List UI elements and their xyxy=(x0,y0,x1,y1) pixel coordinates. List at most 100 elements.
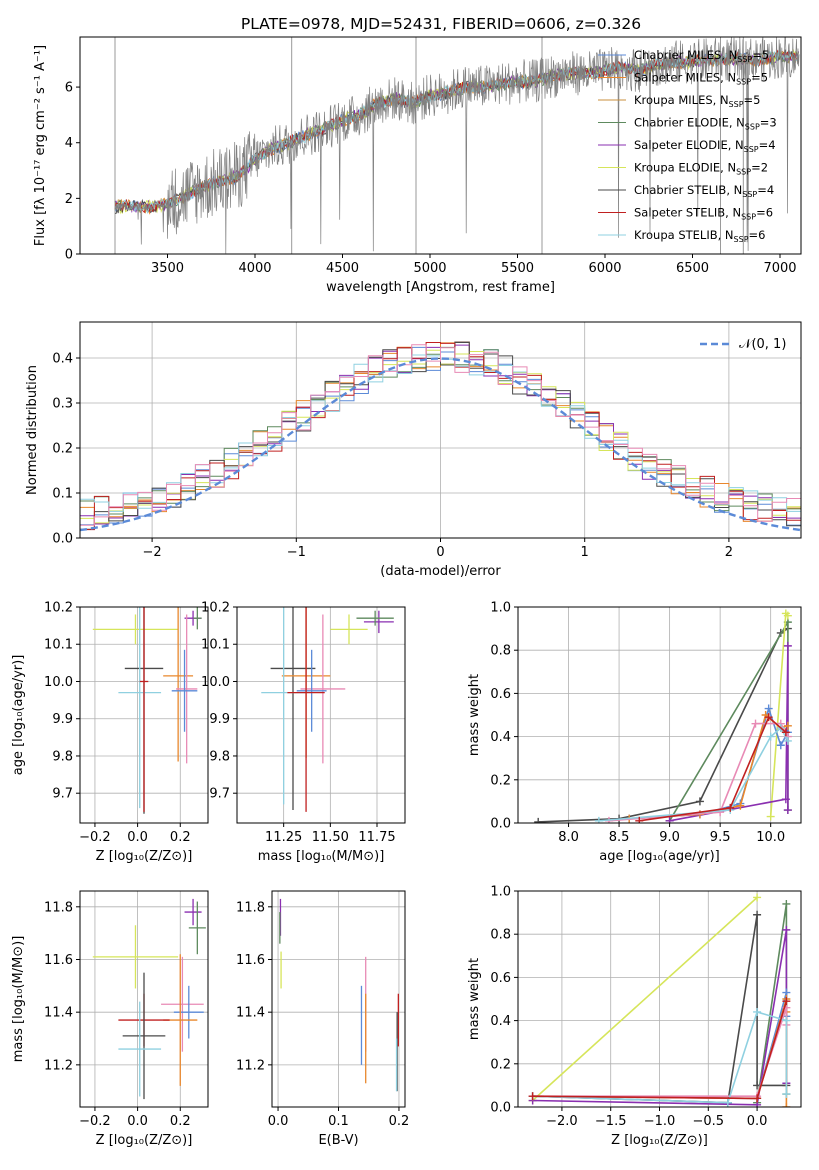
mass-weight-line xyxy=(538,627,789,823)
mass-weight-marker xyxy=(766,732,775,741)
y-tick-label: 11.4 xyxy=(44,1006,73,1021)
x-tick-label: 5000 xyxy=(413,261,446,276)
x-tick-label: 8.5 xyxy=(609,830,630,845)
x-tick-label: 7000 xyxy=(763,261,796,276)
y-tick-label: 0.4 xyxy=(490,1014,511,1029)
y-tick-label: 0.0 xyxy=(490,817,511,832)
mass-weight-marker xyxy=(528,1092,537,1101)
x-tick-label: −2 xyxy=(143,545,162,560)
y-tick-label: 0.6 xyxy=(490,971,511,986)
y-axis-label: mass [log₁₀(M/M⊙)] xyxy=(11,936,26,1063)
y-tick-label: 9.9 xyxy=(52,712,73,727)
legend-entry: Salpeter STELIB, NSSP=6 xyxy=(634,206,773,222)
y-tick-label: 0.1 xyxy=(52,487,73,502)
x-axis-label: mass [log₁₀(M/M⊙)] xyxy=(258,849,385,864)
mass-weight-marker xyxy=(783,721,792,730)
figure-title: PLATE=0978, MJD=52431, FIBERID=0606, z=0… xyxy=(241,15,641,33)
massweight-vs-age-axes: 8.0 8.5 9.0 9.5 10.0 0.0 0.2 0.4 0.6 0.8 1.0 age [l… xyxy=(467,601,802,864)
y-axis-label: Flux [fλ 10⁻¹⁷ erg cm⁻² s⁻¹ A⁻¹] xyxy=(33,45,48,246)
x-axis-label: Z [log₁₀(Z/Z⊙)] xyxy=(96,849,193,864)
age-vs-Z-axes: −0.2 0.0 0.2 9.7 9.8 9.9 10.0 10.1 10.2 Z [log₁₀(… xyxy=(11,601,209,864)
mass-vs-EBV-frame xyxy=(271,890,406,1108)
mass-vs-EBV-grid xyxy=(272,891,405,1107)
mass-weight-marker xyxy=(782,1103,791,1107)
mass-weight-marker xyxy=(783,641,792,650)
y-tick-label: 1.0 xyxy=(490,885,511,900)
y-tick-label: 0.6 xyxy=(490,687,511,702)
mass-weight-marker xyxy=(764,704,773,713)
mass-vs-Z-axes: −0.2 0.0 0.2 11.2 11.4 11.6 11.8 Z [log₁₀(Z/Z⊙)… xyxy=(11,890,209,1148)
residuals-axes: −2 −1 0 1 2 0.0 0.1 0.2 0.3 0.4 (data-model)/error… xyxy=(25,321,802,579)
x-axis-label: Z [log₁₀(Z/Z⊙)] xyxy=(96,1133,193,1148)
age-vs-mass-grid xyxy=(237,606,405,823)
x-axis-label: Z [log₁₀(Z/Z⊙)] xyxy=(611,1133,708,1148)
y-tick-label: 9.7 xyxy=(209,787,230,802)
spectrum-legend: Chabrier MILES, NSSP=5 Salpeter MILES, NS… xyxy=(598,48,777,244)
age-vs-mass-axes: 11.25 11.50 11.75 9.7 9.8 9.9 10.0 10.1 10.2 mass… xyxy=(201,601,406,864)
x-tick-label: 6500 xyxy=(676,261,709,276)
mass-weight-marker xyxy=(695,797,704,806)
y-tick-label: 9.8 xyxy=(52,749,73,764)
y-tick-label: 10.1 xyxy=(201,638,230,653)
y-axis-label: mass weight xyxy=(467,674,482,756)
y-tick-label: 11.6 xyxy=(44,953,73,968)
mass-weight-marker xyxy=(782,1090,791,1099)
mass-weight-line xyxy=(532,896,758,1102)
x-tick-label: 8.0 xyxy=(558,830,579,845)
normal-curve xyxy=(80,357,801,532)
x-tick-label: 9.0 xyxy=(659,830,680,845)
legend-entry: Chabrier MILES, NSSP=5 xyxy=(634,48,769,64)
residuals-frame xyxy=(79,321,802,539)
legend-entry: Salpeter MILES, NSSP=5 xyxy=(634,71,768,87)
massweight-vs-age-frame xyxy=(517,606,802,824)
x-tick-label: 11.25 xyxy=(265,830,302,845)
age-vs-mass-frame xyxy=(236,606,406,824)
y-tick-label: 0.2 xyxy=(490,1057,511,1072)
x-tick-label: 9.5 xyxy=(710,830,731,845)
y-tick-label: 0.0 xyxy=(490,1101,511,1116)
age-vs-Z-plot xyxy=(92,607,202,814)
massweight-vs-age-grid xyxy=(518,606,801,824)
y-tick-label: 10.0 xyxy=(201,675,230,690)
y-tick-label: 6 xyxy=(65,81,73,96)
y-axis-label: Normed distribution xyxy=(25,365,40,495)
x-tick-label: −1.0 xyxy=(644,1114,676,1129)
mass-weight-marker xyxy=(753,1094,762,1103)
mass-vs-EBV-plot xyxy=(279,898,400,1092)
massweight-vs-age-plot xyxy=(534,609,792,823)
x-tick-label: 0.0 xyxy=(127,1114,148,1129)
mass-weight-marker xyxy=(594,816,603,823)
y-tick-label: 10.2 xyxy=(201,601,230,616)
mass-weight-marker xyxy=(783,806,792,815)
legend-entry: Kroupa STELIB, NSSP=6 xyxy=(634,228,765,244)
x-tick-label: 10.0 xyxy=(756,830,785,845)
y-tick-label: 0.3 xyxy=(52,397,73,412)
age-vs-Z-frame xyxy=(79,606,209,824)
mass-weight-line xyxy=(639,715,787,822)
y-tick-label: 4 xyxy=(65,136,73,151)
x-tick-label: 0.2 xyxy=(170,1114,191,1129)
y-tick-label: 0.4 xyxy=(490,730,511,745)
y-tick-label: 9.7 xyxy=(52,787,73,802)
x-tick-label: 3500 xyxy=(151,261,184,276)
x-tick-label: 0.1 xyxy=(328,1114,349,1129)
mass-weight-line xyxy=(629,705,789,820)
y-tick-label: 10.0 xyxy=(44,675,73,690)
legend-entry: Salpeter ELODIE, NSSP=4 xyxy=(634,138,776,154)
mass-weight-marker xyxy=(766,812,775,821)
x-tick-label: −0.5 xyxy=(693,1114,725,1129)
mass-weight-marker xyxy=(782,925,791,934)
age-vs-mass-plot xyxy=(261,607,394,812)
mass-weight-marker xyxy=(783,736,792,745)
mass-weight-marker xyxy=(736,801,745,810)
x-tick-label: 4500 xyxy=(326,261,359,276)
x-tick-label: −0.2 xyxy=(79,1114,111,1129)
y-tick-label: 0.4 xyxy=(52,352,73,367)
x-axis-label: E(B-V) xyxy=(318,1133,358,1148)
mass-weight-marker xyxy=(753,893,762,902)
mass-vs-Z-plot xyxy=(92,898,206,1100)
y-tick-label: 11.8 xyxy=(236,900,265,915)
histogram-step xyxy=(80,342,801,531)
mass-weight-marker xyxy=(781,795,790,804)
x-tick-label: −2.0 xyxy=(546,1114,578,1129)
